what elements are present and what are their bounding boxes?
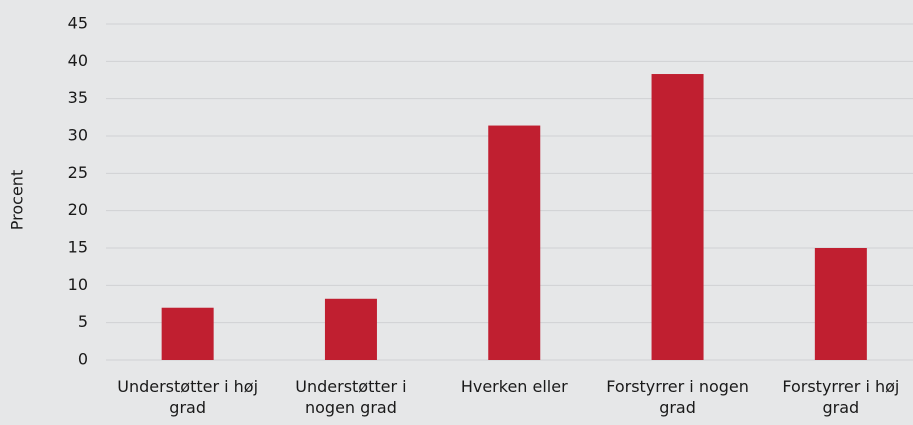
y-axis-label: Procent [8, 170, 27, 230]
y-tick-label: 20 [68, 200, 88, 219]
x-tick-label: Understøtter i nogen grad [295, 377, 407, 417]
y-tick-label: 35 [68, 88, 88, 107]
y-tick-label: 10 [68, 275, 88, 294]
y-tick-label: 25 [68, 163, 88, 182]
x-tick-label: Forstyrrer i nogen grad [606, 377, 749, 417]
y-tick-label: 30 [68, 126, 88, 145]
x-tick-label: Understøtter i høj grad [117, 377, 259, 417]
bar [488, 125, 541, 361]
bar [651, 74, 704, 360]
x-tick-label: Forstyrrer i høj grad [782, 377, 900, 417]
bar [161, 307, 214, 360]
y-tick-label: 5 [78, 312, 88, 331]
x-tick-label: Hverken eller [460, 377, 568, 396]
bar [324, 298, 377, 360]
y-tick-label: 45 [68, 14, 88, 33]
y-tick-label: 40 [68, 51, 88, 70]
y-tick-label: 15 [68, 238, 88, 257]
bar [814, 248, 867, 360]
y-tick-label: 0 [78, 350, 88, 369]
